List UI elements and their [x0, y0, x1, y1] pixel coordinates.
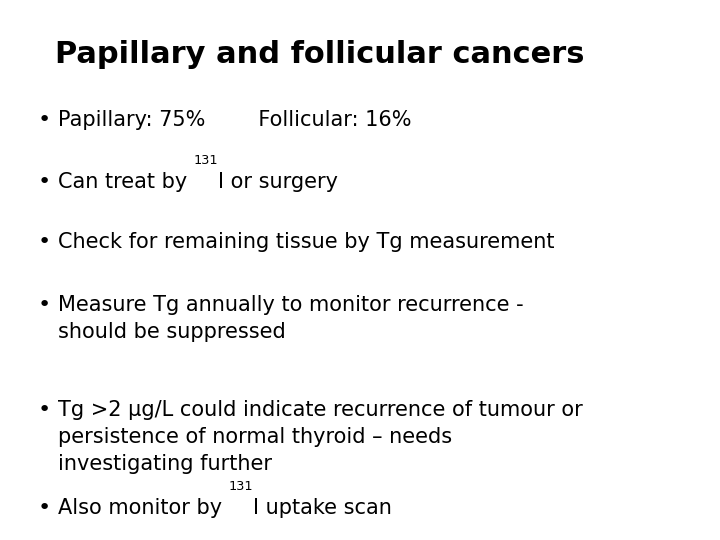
- Text: •: •: [38, 498, 51, 518]
- Text: •: •: [38, 400, 51, 420]
- Text: •: •: [38, 110, 51, 130]
- Text: •: •: [38, 172, 51, 192]
- Text: Tg >2 μg/L could indicate recurrence of tumour or
persistence of normal thyroid : Tg >2 μg/L could indicate recurrence of …: [58, 400, 582, 475]
- Text: Papillary: 75%        Follicular: 16%: Papillary: 75% Follicular: 16%: [58, 110, 412, 130]
- Text: 131: 131: [229, 480, 253, 493]
- Text: Check for remaining tissue by Tg measurement: Check for remaining tissue by Tg measure…: [58, 232, 554, 252]
- Text: I or surgery: I or surgery: [218, 172, 338, 192]
- Text: Papillary and follicular cancers: Papillary and follicular cancers: [55, 40, 585, 69]
- Text: Can treat by: Can treat by: [58, 172, 194, 192]
- Text: •: •: [38, 232, 51, 252]
- Text: I uptake scan: I uptake scan: [253, 498, 392, 518]
- Text: 131: 131: [194, 154, 218, 167]
- Text: Also monitor by: Also monitor by: [58, 498, 229, 518]
- Text: •: •: [38, 295, 51, 315]
- Text: Measure Tg annually to monitor recurrence -
should be suppressed: Measure Tg annually to monitor recurrenc…: [58, 295, 523, 342]
